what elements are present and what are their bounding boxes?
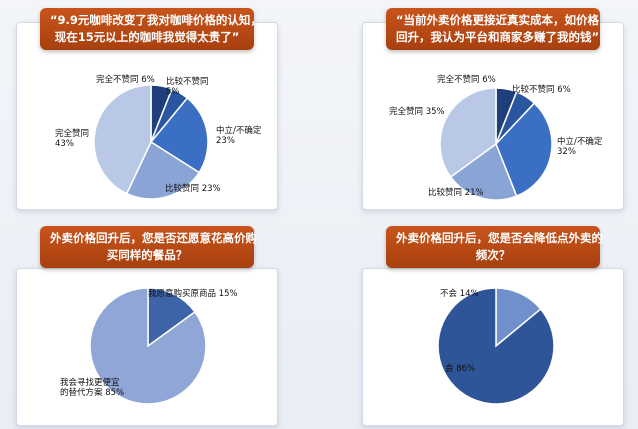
slice-label: 我愿意购买原商品 15%	[148, 288, 238, 299]
pie-slice	[149, 97, 209, 174]
pie-slice	[93, 84, 152, 195]
slice-label: 完全不赞同 6%	[96, 74, 155, 85]
slice-label: 完全赞同 35%	[389, 106, 445, 117]
pie-slice	[437, 287, 555, 405]
slice-label: 比较赞同 21%	[428, 187, 484, 198]
question-banner-2: “当前外卖价格更接近真实成本，如价格 回升，我认为平台和商家多赚了我的钱”	[386, 8, 600, 50]
slice-label: 完全不赞同 6%	[437, 74, 496, 85]
slice-label: 中立/不确定 32%	[557, 136, 603, 157]
pie-slice	[495, 102, 553, 198]
question-line: 频次？	[475, 248, 511, 262]
question-line: “9.9元咖啡改变了我对咖啡价格的认知，	[50, 13, 262, 27]
slice-label: 比较赞同 23%	[165, 183, 221, 194]
pie-slice	[439, 87, 497, 178]
pie-slice	[449, 142, 518, 201]
question-line: 回升，我认为平台和商家多赚了我的钱”	[396, 30, 600, 44]
slice-label: 中立/不确定 23%	[216, 125, 262, 146]
question-line: 现在15元以上的咖啡我觉得太贵了”	[54, 30, 240, 44]
slice-label: 比较不赞同 6%	[512, 84, 571, 95]
question-line: 买同样的餐品？	[106, 248, 188, 262]
pie-slice	[89, 287, 207, 405]
question-banner-1: “9.9元咖啡改变了我对咖啡价格的认知， 现在15元以上的咖啡我觉得太贵了”	[40, 8, 262, 50]
question-line: 外卖价格回升后，您是否还愿意花高价购	[50, 231, 257, 245]
question-line: “当前外卖价格更接近真实成本，如价格	[396, 13, 600, 27]
slice-label: 完全赞同 43%	[55, 128, 89, 149]
pie-slice	[147, 287, 196, 348]
slice-label: 不会 14%	[440, 288, 479, 299]
slice-label: 会 86%	[445, 363, 475, 374]
question-banner-4: 外卖价格回升后，您是否会降低点外卖的 频次？	[386, 226, 603, 268]
slice-label: 比较不赞同 5%	[166, 76, 209, 97]
question-line: 外卖价格回升后，您是否会降低点外卖的	[396, 231, 603, 245]
slice-label: 我会寻找更便宜的替代方案 85%	[60, 377, 124, 398]
question-banner-3: 外卖价格回升后，您是否还愿意花高价购 买同样的餐品？	[40, 226, 257, 268]
pie-slice	[495, 287, 542, 348]
